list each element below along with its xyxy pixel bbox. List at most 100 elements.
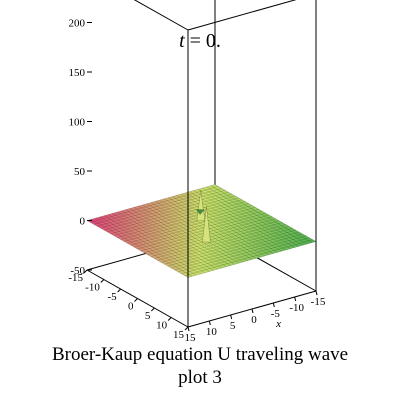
mesh-line-x — [133, 207, 236, 265]
title-value: = 0. — [184, 30, 221, 52]
mesh-line-y — [171, 231, 300, 269]
mesh-line-y — [120, 203, 249, 240]
y-tick-label: -15 — [68, 272, 83, 284]
caption-line-2: plot 3 — [178, 367, 222, 388]
surface-sheet — [87, 184, 316, 278]
y-tick-mark — [150, 307, 155, 312]
mesh-line-x — [91, 219, 193, 277]
mesh-line-y — [103, 193, 232, 231]
z-tick-label: 0 — [80, 216, 86, 228]
axis-ticks: 250200150100500-50-15-10-5051015151050-5… — [68, 18, 326, 345]
mesh-line-x — [193, 190, 295, 248]
mesh-line-y — [117, 201, 246, 238]
mesh-line-y — [86, 184, 216, 221]
x-tick-label: 10 — [206, 326, 218, 338]
mesh-line-x — [176, 195, 278, 253]
y-tick-label: 5 — [145, 310, 151, 322]
mesh-line-x — [125, 209, 227, 267]
y-tick-label: 15 — [173, 329, 185, 341]
mesh-line-x — [172, 196, 274, 254]
mesh-line-x — [86, 220, 189, 278]
mesh-line-y — [107, 195, 236, 233]
mesh-line-x — [95, 217, 197, 276]
mesh-line-y — [147, 218, 276, 255]
x-tick-label: 5 — [230, 320, 236, 332]
mesh-line-x — [197, 189, 300, 247]
mesh-line-y — [134, 210, 263, 248]
mesh-line-y — [100, 191, 229, 229]
mesh-line-x — [163, 198, 265, 257]
mesh-line-x — [167, 197, 270, 255]
y-tick-mark — [184, 326, 189, 331]
mesh-line-y — [130, 208, 259, 246]
mesh-line-y — [137, 212, 266, 250]
mesh-line-y — [167, 229, 296, 267]
y-tick-mark — [167, 317, 172, 321]
mesh-line-x — [210, 185, 312, 243]
y-tick-label: 0 — [128, 301, 134, 313]
mesh-line-x — [202, 187, 304, 246]
mesh-line-x — [180, 193, 282, 252]
mesh-line-y — [127, 207, 256, 244]
mesh-line-y — [110, 197, 239, 235]
mesh-line-x — [116, 211, 218, 270]
y-tick-mark — [83, 269, 88, 274]
mesh-line-x — [214, 184, 317, 242]
x-tick-label: -15 — [311, 296, 326, 308]
caption-line-1: Broer-Kaup equation U traveling wave — [51, 344, 349, 365]
surface-peak — [196, 190, 206, 222]
y-tick-mark — [134, 298, 138, 302]
caption: Broer-Kaup equation U traveling wave plo… — [0, 343, 400, 389]
mesh-line-y — [113, 199, 243, 236]
surface-peak — [202, 206, 211, 243]
x-tick-mark — [208, 320, 211, 326]
x-tick-mark — [315, 290, 318, 296]
plot-title: t = 0. — [0, 30, 400, 53]
surface-grid — [86, 184, 317, 278]
mesh-line-x — [159, 199, 261, 258]
z-tick-label: -50 — [70, 265, 85, 277]
y-tick-mark — [100, 279, 105, 283]
x-tick-label: -5 — [271, 308, 281, 320]
mesh-line-y — [184, 239, 313, 276]
mesh-line-x — [129, 208, 231, 266]
mesh-line-y — [187, 241, 317, 278]
mesh-line-y — [181, 237, 310, 274]
y-tick-label: -10 — [85, 282, 100, 294]
mesh-line-y — [174, 233, 303, 271]
x-tick-mark — [251, 308, 254, 314]
mesh-line-x — [99, 216, 201, 275]
surface-peak — [195, 209, 205, 215]
mesh-line-y — [150, 220, 280, 257]
x-tick-label: 0 — [251, 314, 257, 326]
mesh-line-y — [177, 235, 306, 273]
title-variable: t — [179, 30, 185, 52]
z-tick-label: 50 — [74, 166, 86, 178]
x-tick-label: -10 — [289, 302, 304, 314]
mesh-line-y — [90, 186, 219, 223]
mesh-line-x — [121, 210, 223, 269]
z-tick-label: 200 — [69, 18, 86, 30]
mesh-line-y — [157, 224, 286, 261]
mesh-line-x — [142, 204, 244, 263]
x-tick-mark — [230, 314, 233, 320]
mesh-line-x — [189, 191, 291, 249]
x-axis-label: x — [275, 318, 281, 330]
surface-peaks — [195, 190, 211, 243]
x-tick-mark — [187, 326, 190, 332]
mesh-line-y — [154, 222, 283, 259]
z-tick-label: 100 — [69, 117, 86, 129]
mesh-line-y — [160, 226, 290, 263]
mesh-line-x — [108, 214, 210, 272]
mesh-line-y — [97, 189, 226, 227]
mesh-line-x — [146, 203, 248, 261]
mesh-line-x — [206, 186, 308, 245]
box-edge — [187, 0, 297, 31]
mesh-line-x — [112, 213, 214, 271]
box-edge — [133, 0, 189, 31]
mesh-line-x — [150, 202, 253, 260]
mesh-line-x — [138, 205, 240, 264]
mesh-line-y — [164, 227, 293, 265]
x-tick-mark — [272, 302, 275, 308]
